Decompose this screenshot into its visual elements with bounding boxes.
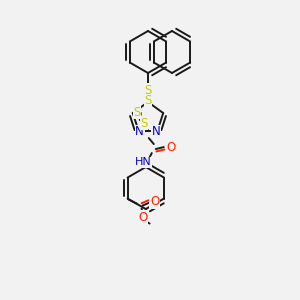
Text: O: O — [138, 211, 147, 224]
Text: S: S — [144, 94, 152, 107]
Text: N: N — [152, 125, 161, 138]
Text: O: O — [150, 195, 159, 208]
Text: S: S — [144, 83, 152, 97]
Text: N: N — [135, 125, 144, 138]
Text: HN: HN — [134, 157, 151, 167]
Text: S: S — [140, 117, 148, 130]
Text: S: S — [133, 106, 140, 118]
Text: O: O — [166, 141, 176, 154]
